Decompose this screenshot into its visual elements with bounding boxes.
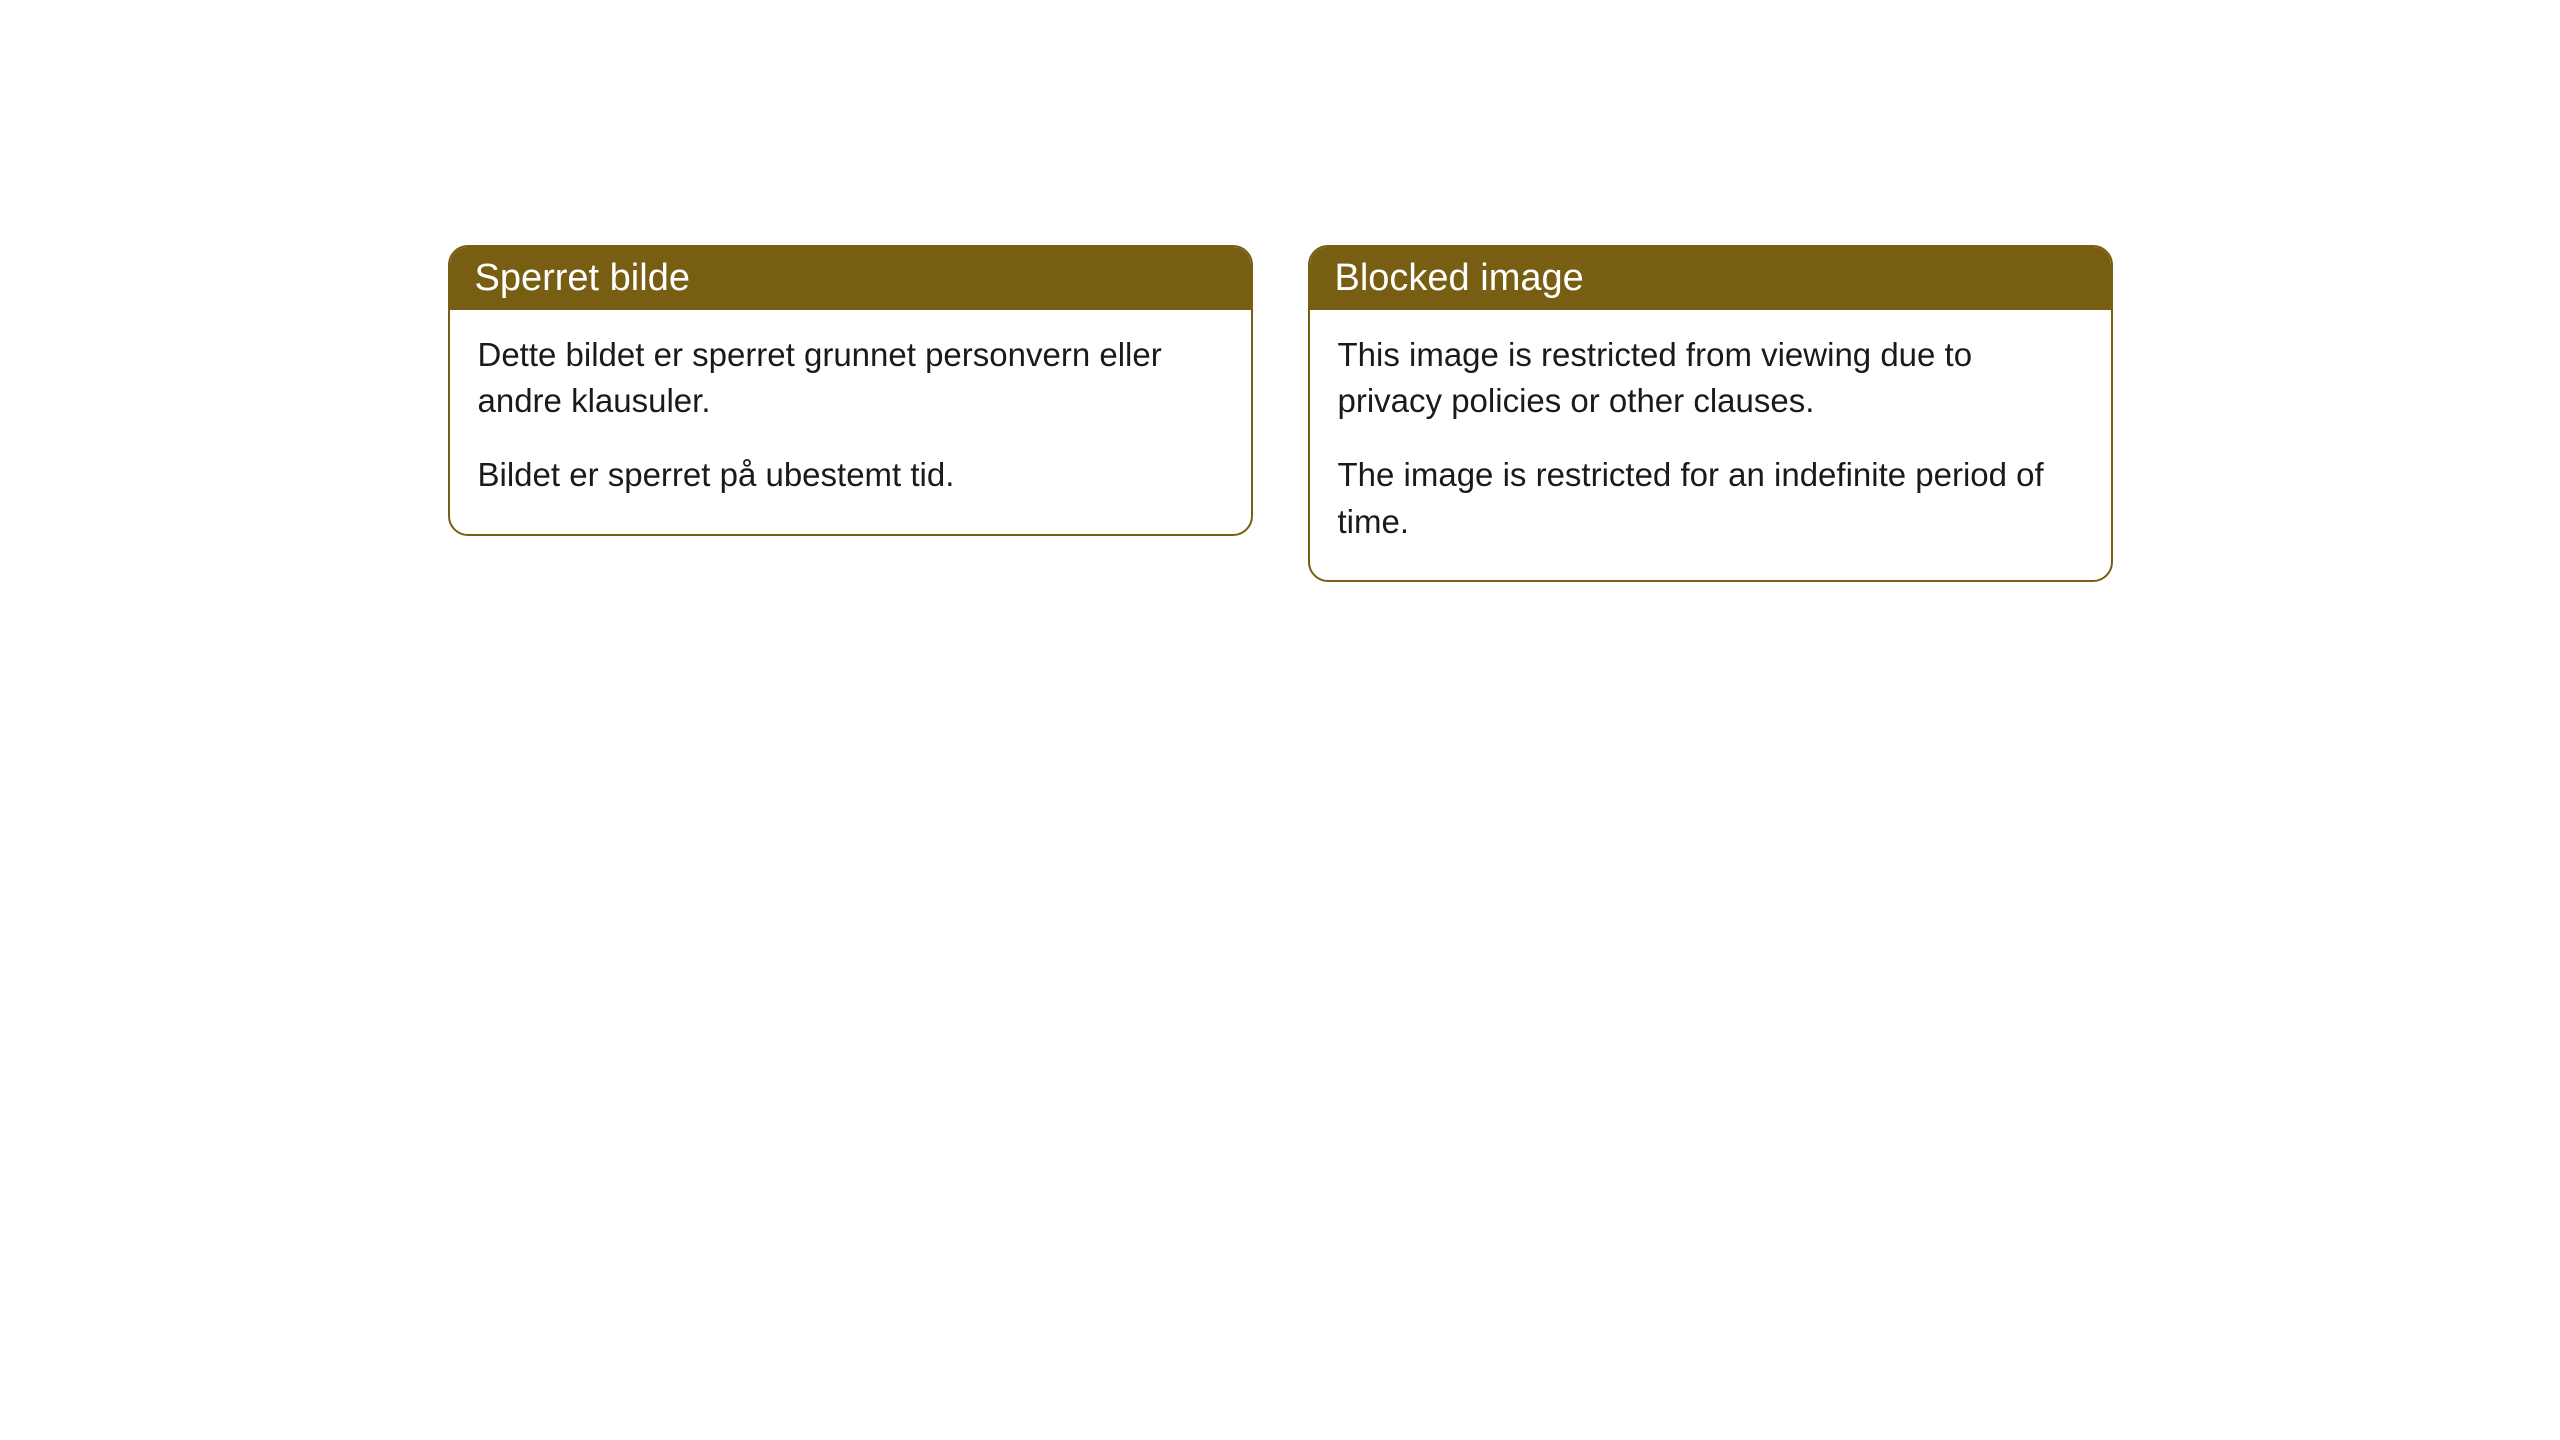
card-paragraph: This image is restricted from viewing du… bbox=[1338, 332, 2083, 424]
notice-container: Sperret bilde Dette bildet er sperret gr… bbox=[448, 245, 2113, 1440]
card-header-norwegian: Sperret bilde bbox=[450, 247, 1251, 310]
card-paragraph: The image is restricted for an indefinit… bbox=[1338, 452, 2083, 544]
notice-card-norwegian: Sperret bilde Dette bildet er sperret gr… bbox=[448, 245, 1253, 536]
notice-card-english: Blocked image This image is restricted f… bbox=[1308, 245, 2113, 582]
card-title: Blocked image bbox=[1335, 257, 1584, 299]
card-paragraph: Bildet er sperret på ubestemt tid. bbox=[478, 452, 1223, 498]
card-title: Sperret bilde bbox=[475, 257, 690, 299]
card-body-english: This image is restricted from viewing du… bbox=[1310, 310, 2111, 580]
card-paragraph: Dette bildet er sperret grunnet personve… bbox=[478, 332, 1223, 424]
card-body-norwegian: Dette bildet er sperret grunnet personve… bbox=[450, 310, 1251, 534]
card-header-english: Blocked image bbox=[1310, 247, 2111, 310]
